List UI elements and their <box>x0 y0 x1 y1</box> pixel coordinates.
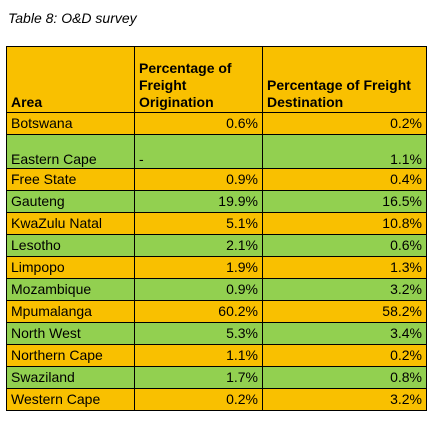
destination-cell: 0.8% <box>262 366 427 389</box>
destination-cell: 16.5% <box>262 190 427 213</box>
origination-cell: 1.9% <box>134 256 263 279</box>
area-cell: Northern Cape <box>6 344 135 367</box>
area-cell: Western Cape <box>6 388 135 411</box>
table-row: Mozambique 0.9% 3.2% <box>6 278 427 301</box>
header-destination: Percentage of Freight Destination <box>262 46 427 113</box>
area-cell: Mpumalanga <box>6 300 135 323</box>
table-row: Gauteng 19.9% 16.5% <box>6 190 427 213</box>
table-row: Northern Cape 1.1% 0.2% <box>6 344 427 367</box>
area-cell: KwaZulu Natal <box>6 212 135 235</box>
origination-cell: 2.1% <box>134 234 263 257</box>
table-row: Lesotho 2.1% 0.6% <box>6 234 427 257</box>
origination-cell: 19.9% <box>134 190 263 213</box>
area-cell: Free State <box>6 168 135 191</box>
origination-cell: - <box>134 134 263 169</box>
table-row: Western Cape 0.2% 3.2% <box>6 388 427 411</box>
table-row: Free State 0.9% 0.4% <box>6 168 427 191</box>
header-row: Area Percentage of Freight Origination P… <box>6 46 427 113</box>
table-row: Swaziland 1.7% 0.8% <box>6 366 427 389</box>
area-cell: Gauteng <box>6 190 135 213</box>
origination-cell: 5.3% <box>134 322 263 345</box>
table-row: Mpumalanga 60.2% 58.2% <box>6 300 427 323</box>
origination-cell: 5.1% <box>134 212 263 235</box>
table-row: North West 5.3% 3.4% <box>6 322 427 345</box>
origination-cell: 0.9% <box>134 168 263 191</box>
destination-cell: 10.8% <box>262 212 427 235</box>
area-cell: Eastern Cape <box>6 134 135 169</box>
area-cell: Mozambique <box>6 278 135 301</box>
origination-cell: 60.2% <box>134 300 263 323</box>
destination-cell: 3.2% <box>262 278 427 301</box>
destination-cell: 0.2% <box>262 344 427 367</box>
origination-cell: 0.2% <box>134 388 263 411</box>
destination-cell: 58.2% <box>262 300 427 323</box>
table-row: KwaZulu Natal 5.1% 10.8% <box>6 212 427 235</box>
destination-cell: 1.3% <box>262 256 427 279</box>
area-cell: Botswana <box>6 112 135 135</box>
destination-cell: 3.2% <box>262 388 427 411</box>
area-cell: Lesotho <box>6 234 135 257</box>
table-row: Eastern Cape - 1.1% <box>6 134 427 169</box>
area-cell: Swaziland <box>6 366 135 389</box>
od-survey-table: Area Percentage of Freight Origination P… <box>6 46 427 411</box>
destination-cell: 0.2% <box>262 112 427 135</box>
area-cell: North West <box>6 322 135 345</box>
header-area: Area <box>6 46 135 113</box>
origination-cell: 1.1% <box>134 344 263 367</box>
table-row: Limpopo 1.9% 1.3% <box>6 256 427 279</box>
area-cell: Limpopo <box>6 256 135 279</box>
table-caption: Table 8: O&D survey <box>8 10 137 26</box>
destination-cell: 3.4% <box>262 322 427 345</box>
destination-cell: 0.6% <box>262 234 427 257</box>
header-origination: Percentage of Freight Origination <box>134 46 263 113</box>
origination-cell: 1.7% <box>134 366 263 389</box>
destination-cell: 0.4% <box>262 168 427 191</box>
origination-cell: 0.9% <box>134 278 263 301</box>
table-row: Botswana 0.6% 0.2% <box>6 112 427 135</box>
destination-cell: 1.1% <box>262 134 427 169</box>
origination-cell: 0.6% <box>134 112 263 135</box>
